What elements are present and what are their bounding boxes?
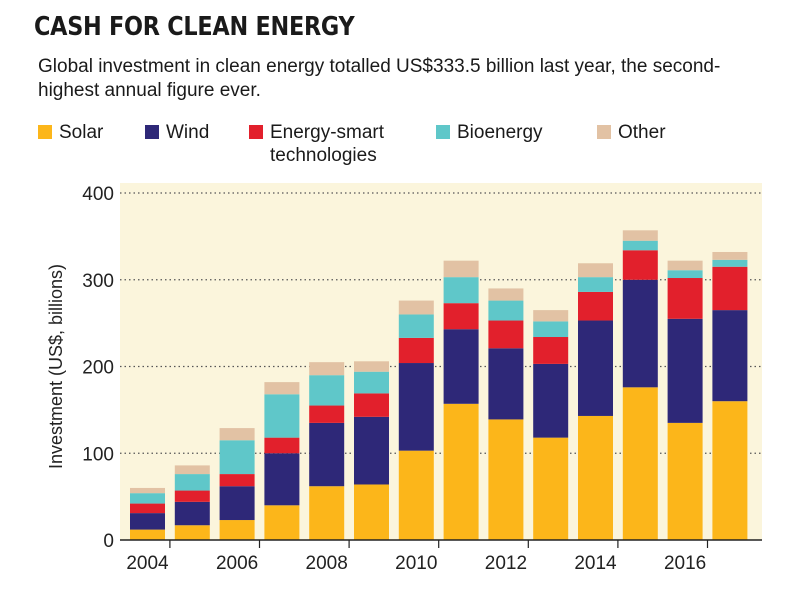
bar-other-2011 (443, 260, 479, 278)
bar-energy-smart-technologies-2006 (219, 474, 255, 487)
bar-solar-2004 (130, 529, 165, 540)
y-axis-title: Investment (US$, billions) (46, 264, 66, 469)
bar-other-2015 (622, 230, 658, 241)
bar-bioenergy-2016 (667, 270, 703, 279)
bar-other-2004 (130, 487, 165, 494)
bar-solar-2005 (174, 525, 210, 540)
bar-energy-smart-technologies-2011 (443, 303, 479, 330)
x-tick-label: 2004 (126, 553, 169, 574)
bar-solar-2006 (219, 520, 255, 540)
legend-swatch-energy-smart (249, 125, 263, 139)
bar-solar-2009 (354, 484, 389, 540)
bar-wind-2012 (488, 348, 524, 420)
bar-solar-2010 (398, 450, 434, 540)
bar-wind-2013 (533, 363, 569, 438)
chart-subtitle: Global investment in clean energy totall… (38, 56, 721, 101)
bar-energy-smart-technologies-2004 (130, 503, 165, 514)
bar-other-2017 (712, 251, 748, 260)
bar-solar-2007 (264, 505, 300, 540)
legend: Solar Wind Energy-smart technologies Bio… (38, 121, 778, 169)
legend-label-wind: Wind (166, 122, 210, 143)
bar-wind-2008 (309, 422, 345, 487)
legend-swatch-solar (38, 125, 52, 139)
bar-bioenergy-2014 (578, 277, 613, 292)
bar-wind-2011 (443, 329, 479, 404)
bar-bioenergy-2008 (309, 375, 345, 406)
legend-swatch-other (597, 125, 611, 139)
x-tick-label: 2008 (306, 553, 348, 574)
y-tick-label: 0 (103, 531, 114, 552)
bar-other-2009 (354, 361, 389, 372)
bar-energy-smart-technologies-2012 (488, 320, 524, 349)
legend-swatch-wind (145, 125, 159, 139)
bar-energy-smart-technologies-2015 (622, 250, 658, 280)
bar-other-2007 (264, 382, 300, 395)
bar-bioenergy-2007 (264, 394, 300, 438)
bar-solar-2013 (533, 437, 569, 540)
legend-label-other: Other (618, 122, 666, 143)
bar-energy-smart-technologies-2007 (264, 437, 300, 454)
x-tick-label: 2016 (664, 553, 706, 574)
y-tick-label: 300 (82, 271, 114, 292)
bar-bioenergy-2015 (622, 240, 658, 251)
plot-background (120, 183, 762, 540)
bar-bioenergy-2004 (130, 493, 165, 504)
bar-wind-2017 (712, 310, 748, 402)
bar-wind-2015 (622, 279, 658, 388)
bar-wind-2007 (264, 453, 300, 506)
bar-other-2012 (488, 288, 524, 301)
bar-bioenergy-2010 (398, 314, 434, 338)
bar-wind-2014 (578, 320, 613, 416)
bar-energy-smart-technologies-2010 (398, 337, 434, 364)
bar-bioenergy-2012 (488, 300, 524, 321)
legend-swatch-bioenergy (436, 125, 450, 139)
bar-wind-2009 (354, 416, 389, 485)
bar-other-2006 (219, 428, 255, 441)
bar-wind-2010 (398, 363, 434, 451)
bar-bioenergy-2006 (219, 440, 255, 475)
bar-solar-2014 (578, 415, 613, 540)
bar-energy-smart-technologies-2016 (667, 278, 703, 319)
legend-label-bioenergy: Bioenergy (457, 122, 543, 143)
x-tick-label: 2010 (395, 553, 437, 574)
bar-bioenergy-2011 (443, 277, 479, 304)
legend-label-solar: Solar (59, 122, 104, 143)
bar-solar-2015 (622, 387, 658, 540)
bar-energy-smart-technologies-2005 (174, 490, 210, 502)
bar-solar-2008 (309, 486, 345, 540)
bar-wind-2016 (667, 318, 703, 423)
bar-other-2005 (174, 465, 210, 475)
bar-other-2014 (578, 263, 613, 278)
bar-energy-smart-technologies-2017 (712, 266, 748, 311)
bar-other-2008 (309, 362, 345, 376)
bar-bioenergy-2005 (174, 474, 210, 491)
bar-solar-2011 (443, 403, 479, 540)
bar-energy-smart-technologies-2009 (354, 393, 389, 417)
y-tick-label: 200 (82, 358, 114, 379)
bar-energy-smart-technologies-2008 (309, 405, 345, 423)
bar-solar-2012 (488, 419, 524, 540)
bar-solar-2017 (712, 401, 748, 540)
bar-wind-2004 (130, 513, 165, 530)
bar-bioenergy-2013 (533, 321, 569, 338)
bar-other-2016 (667, 260, 703, 271)
bar-wind-2006 (219, 486, 255, 521)
x-tick-label: 2012 (485, 553, 527, 574)
bar-bioenergy-2009 (354, 371, 389, 394)
bar-energy-smart-technologies-2014 (578, 291, 613, 321)
legend-label-energy-smart: Energy-smart technologies (270, 122, 385, 166)
bar-other-2010 (398, 300, 434, 315)
bar-energy-smart-technologies-2013 (533, 337, 569, 364)
bar-bioenergy-2017 (712, 259, 748, 267)
x-tick-label: 2014 (574, 553, 617, 574)
y-tick-label: 100 (82, 444, 114, 465)
chart-title: CASH FOR CLEAN ENERGY (34, 12, 355, 42)
bar-wind-2005 (174, 501, 210, 526)
y-tick-label: 400 (82, 184, 114, 205)
x-tick-label: 2006 (216, 553, 258, 574)
bar-other-2013 (533, 310, 569, 322)
bar-solar-2016 (667, 422, 703, 540)
